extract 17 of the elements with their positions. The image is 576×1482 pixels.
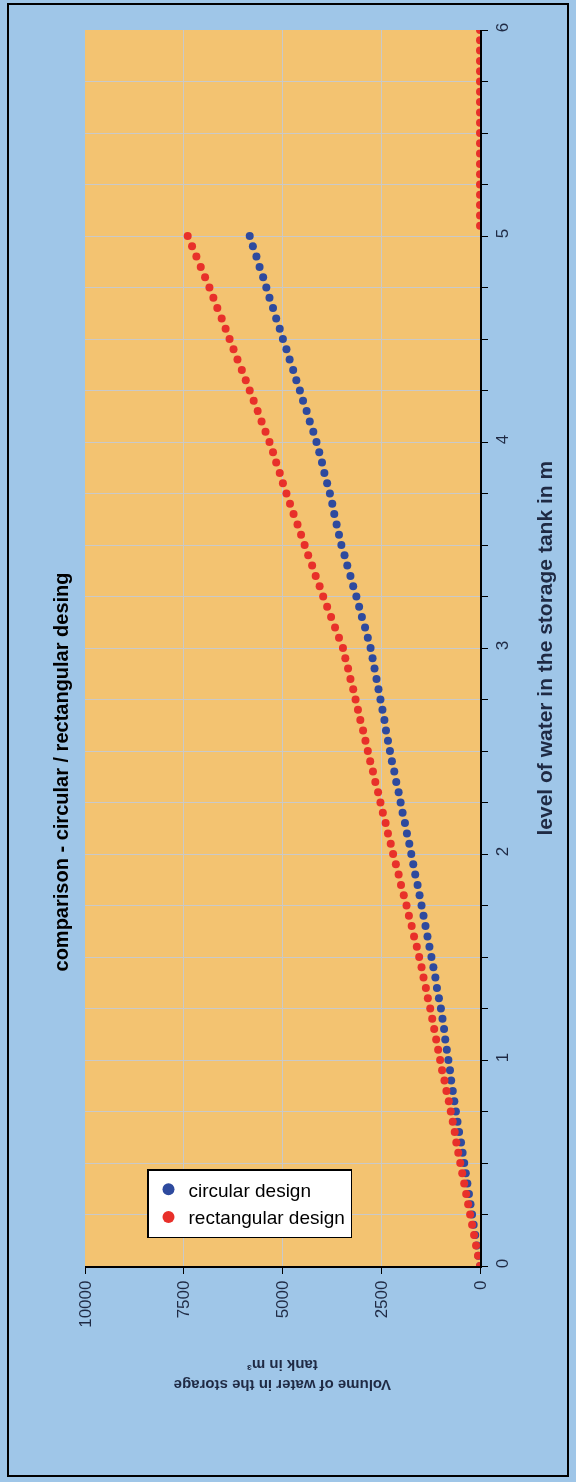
x-tick-label: 2500 [371, 1280, 391, 1319]
x-tick-label: 5000 [273, 1280, 293, 1319]
y-tick-label: 0 [493, 1258, 513, 1269]
y-tick-label: 3 [493, 640, 513, 651]
y-tick-label: 6 [493, 22, 513, 33]
x-tick-label: 7500 [174, 1280, 194, 1319]
y-tick-label: 1 [493, 1052, 513, 1063]
x-axis-title: Volume of water in the storage tank in m³ [173, 1357, 391, 1394]
y-tick-label: 2 [493, 846, 513, 857]
legend-label: circular design [188, 1179, 311, 1201]
y-tick-label: 5 [493, 228, 513, 239]
legend-label: rectangular design [188, 1207, 345, 1229]
x-tick-label: 10000 [75, 1280, 95, 1328]
x-tick-label: 0 [470, 1280, 490, 1291]
y-axis-title: level of water in the storage tank in m [532, 460, 556, 836]
y-tick-label: 4 [493, 434, 513, 445]
text: comparison - circular / rectangular desing [50, 572, 73, 972]
